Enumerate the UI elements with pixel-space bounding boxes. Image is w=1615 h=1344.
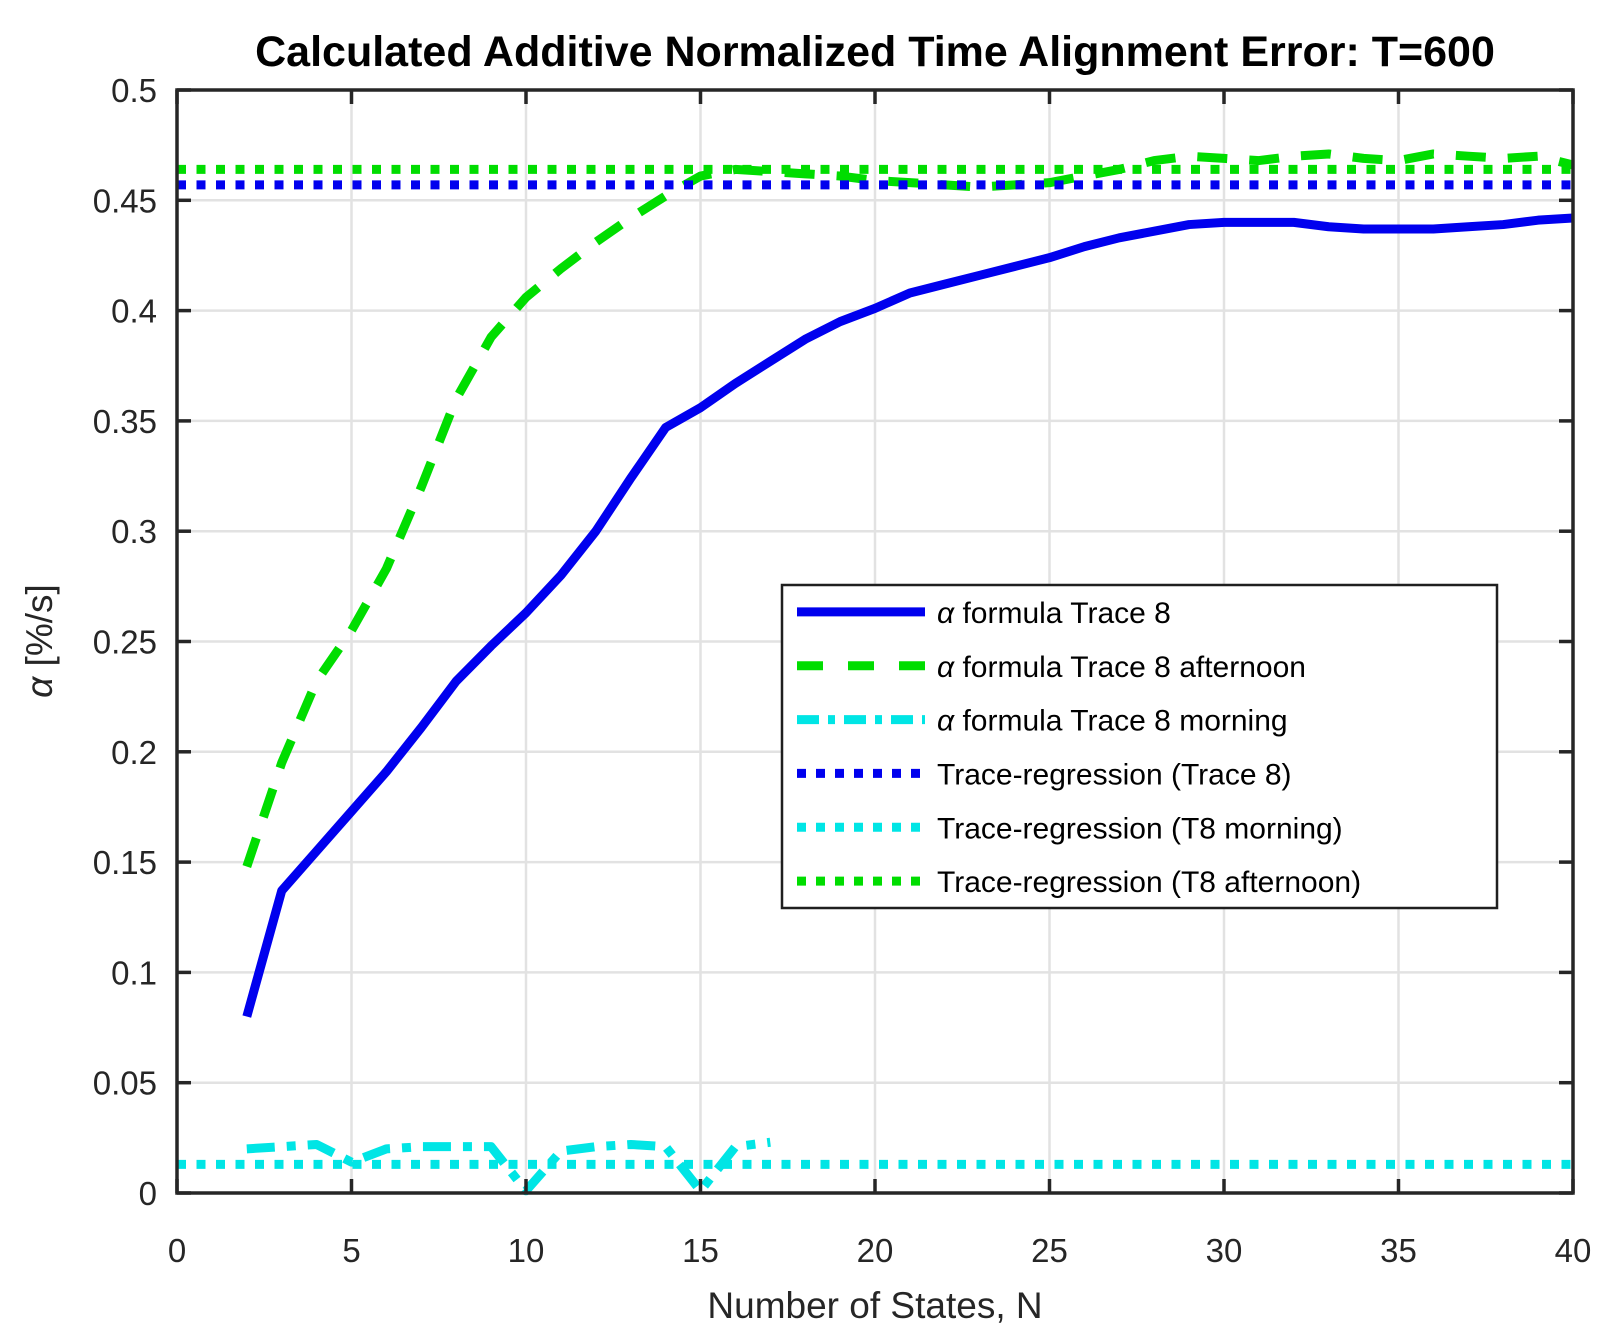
- x-tick-label: 20: [857, 1232, 894, 1269]
- y-tick-label: 0.15: [93, 844, 157, 881]
- y-tick-label: 0.05: [93, 1065, 157, 1102]
- legend-item: α formula Trace 8: [797, 597, 1171, 630]
- plot-area: 0 5 10 15 20 25 30 35 40 0 0.05 0.1 0.15 0.2 0.25 0.3 0.…: [93, 72, 1592, 1269]
- y-tick-label: 0.45: [93, 182, 157, 219]
- curve--formula-trace-8: [242, 213, 1574, 1018]
- chart-title: Calculated Additive Normalized Time Alig…: [255, 28, 1495, 76]
- y-tick-label: 0.5: [111, 72, 157, 109]
- legend-item: Trace-regression (T8 afternoon): [797, 866, 1361, 899]
- curve--formula-trace-8-morning: [246, 1137, 771, 1196]
- legend-item: Trace-regression (T8 morning): [797, 812, 1343, 845]
- legend-item: α formula Trace 8 morning: [797, 705, 1288, 738]
- legend-item-label: Trace-regression (T8 morning): [937, 812, 1343, 845]
- x-tick-label: 15: [682, 1232, 719, 1269]
- legend-item-label: Trace-regression (Trace 8): [937, 758, 1292, 791]
- x-tick-label: 0: [168, 1232, 186, 1269]
- legend-item: Trace-regression (Trace 8): [797, 758, 1292, 791]
- y-tick-label: 0: [139, 1175, 157, 1212]
- legend-item-label: Trace-regression (T8 afternoon): [937, 866, 1361, 899]
- y-tick-label: 0.1: [111, 954, 157, 991]
- y-axis-label: α [%/s]: [19, 584, 60, 698]
- y-tick-label: 0.4: [111, 293, 157, 330]
- legend-item-label: α formula Trace 8 afternoon: [937, 651, 1306, 684]
- x-tick-label: 30: [1206, 1232, 1243, 1269]
- y-tick-label: 0.2: [111, 734, 157, 771]
- legend-box: [780, 583, 1499, 910]
- legend-item-label: α formula Trace 8: [937, 597, 1171, 630]
- legend: α formula Trace 8 α formula Trace 8 after…: [780, 583, 1499, 910]
- x-tick-label: 40: [1555, 1232, 1592, 1269]
- x-tick-label: 10: [508, 1232, 545, 1269]
- y-tick-label: 0.35: [93, 403, 157, 440]
- x-tick-label: 5: [342, 1232, 360, 1269]
- y-tick-label: 0.25: [93, 624, 157, 661]
- legend-item: α formula Trace 8 afternoon: [797, 651, 1306, 684]
- x-tick-label: 25: [1031, 1232, 1068, 1269]
- y-tick-label: 0.3: [111, 513, 157, 550]
- curve--formula-trace-8-afternoon: [242, 149, 1575, 868]
- x-axis-label: Number of States, N: [707, 1285, 1042, 1326]
- x-tick-label: 35: [1380, 1232, 1417, 1269]
- legend-item-label: α formula Trace 8 morning: [937, 705, 1288, 738]
